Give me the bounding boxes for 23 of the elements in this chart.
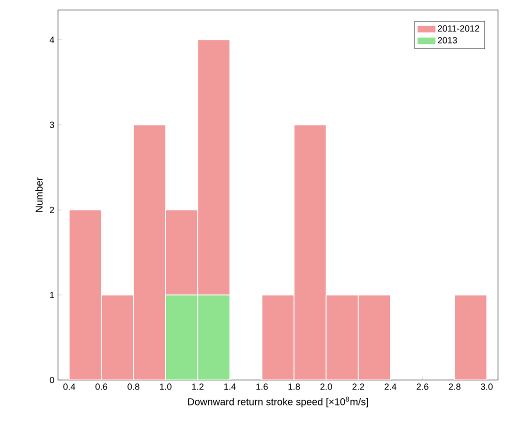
x-tick-label: 3.0 xyxy=(480,384,493,390)
x-tick-label: 2.4 xyxy=(384,384,396,390)
y-tick-label: 2 xyxy=(50,206,54,214)
x-tick-label: 1.4 xyxy=(224,384,236,390)
y-tick-label: 3 xyxy=(50,122,54,128)
x-tick-label: 2.2 xyxy=(352,384,364,390)
x-tick-label: 0.8 xyxy=(128,384,140,390)
legend-label: 2011-2012 xyxy=(438,25,480,32)
x-tick-label: 1.2 xyxy=(192,384,204,390)
x-tick-label: 2.0 xyxy=(320,384,332,390)
y-axis-title: Number xyxy=(35,177,43,212)
x-axis-title: Downward return stroke speed [×10$^{8}$m/s] xyxy=(188,396,368,408)
x-tick-label: 2.6 xyxy=(416,384,428,390)
y-tick-label: 4 xyxy=(50,36,54,43)
y-tick-label: 0 xyxy=(50,376,54,384)
x-tick-label: 1.6 xyxy=(256,384,268,390)
x-tick-label: 0.6 xyxy=(95,384,108,390)
x-tick-label: 1.0 xyxy=(160,384,172,390)
legend-label: 2013 xyxy=(438,37,457,44)
x-tick-label: 2.8 xyxy=(448,384,460,390)
x-tick-label: 0.4 xyxy=(63,384,76,390)
x-tick-label: 1.8 xyxy=(288,384,300,390)
y-tick-label: 1 xyxy=(50,292,54,298)
